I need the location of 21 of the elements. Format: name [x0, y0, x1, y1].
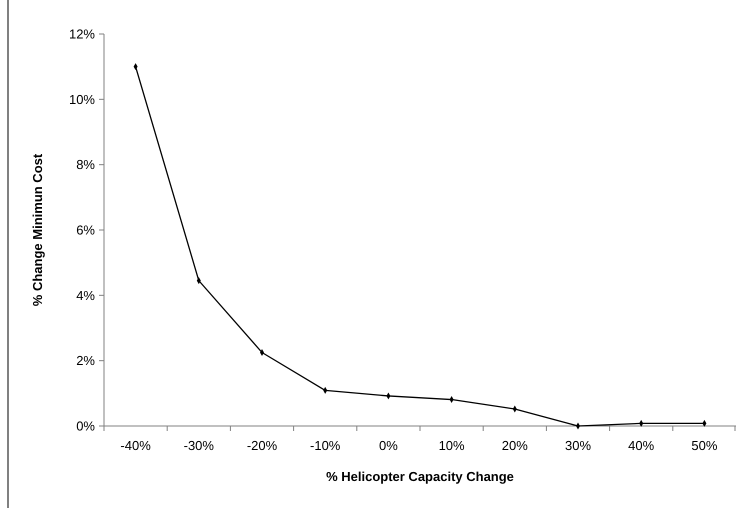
x-tick-label: 20% — [502, 438, 528, 453]
x-axis-title: % Helicopter Capacity Change — [326, 469, 514, 484]
x-tick-label: -20% — [246, 438, 278, 453]
x-tick-label: -30% — [184, 438, 214, 453]
point — [260, 349, 264, 356]
point — [576, 422, 580, 430]
y-tick-label: 12% — [68, 26, 96, 42]
x-tick-label: -40% — [120, 438, 152, 453]
x-tick-label: 30% — [564, 438, 592, 453]
x-tick-label: 50% — [691, 438, 718, 453]
y-tick-label: 10% — [68, 92, 96, 107]
x-tick-label: -10% — [310, 438, 341, 453]
y-tick-label: 4% — [76, 288, 96, 303]
y-tick-label: 0% — [76, 418, 96, 434]
x-tick-label: 40% — [628, 438, 655, 453]
x-tick-label: 0% — [379, 438, 398, 453]
x-tick-label: 10% — [438, 438, 466, 453]
y-tick-label: 6% — [76, 222, 96, 238]
y-axis-title: % Change Minimun Cost — [30, 153, 45, 306]
y-tick-label: 2% — [76, 353, 96, 368]
y-tick-label: 8% — [76, 157, 96, 172]
